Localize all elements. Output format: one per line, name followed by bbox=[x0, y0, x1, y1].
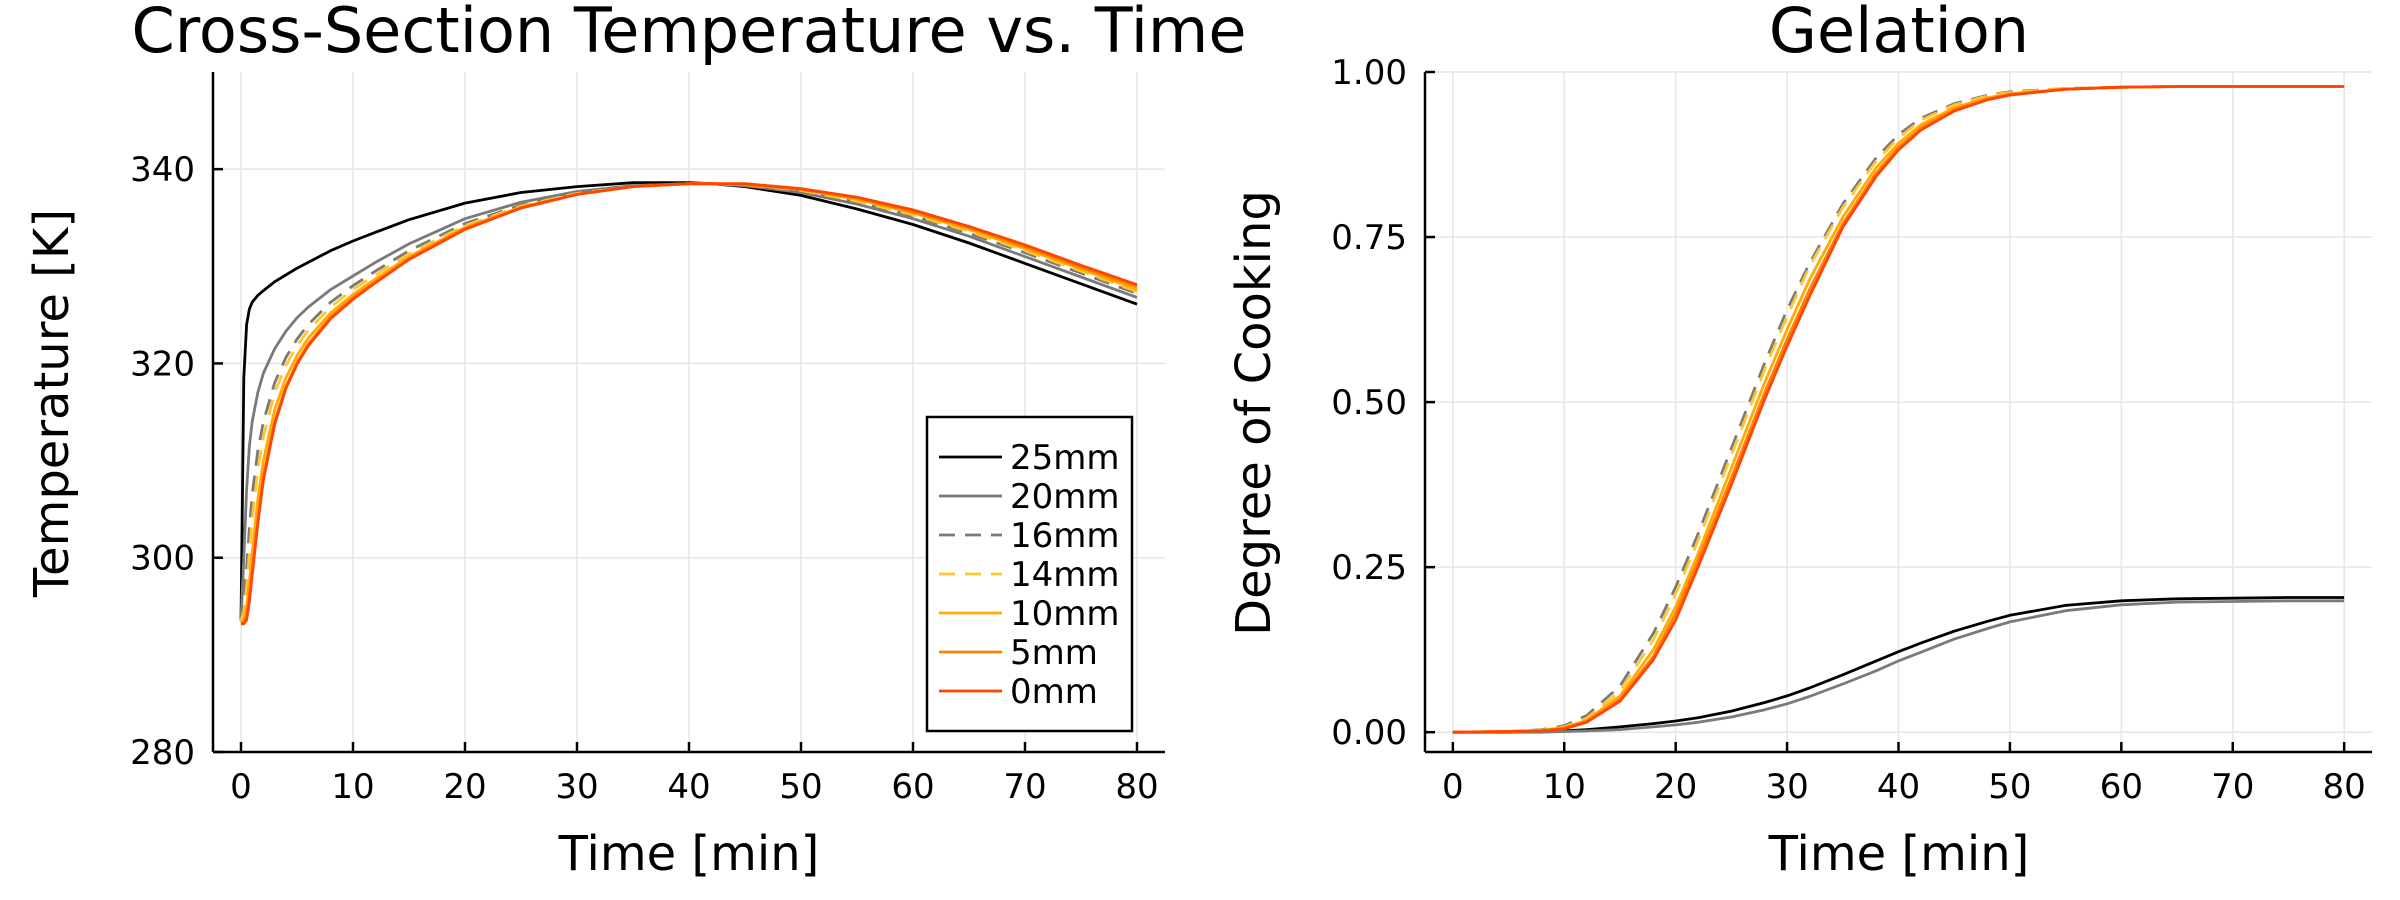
temperature-panel: Cross-Section Temperature vs. Time Time … bbox=[24, 0, 1246, 882]
gelation-x-tick-label: 0 bbox=[1442, 767, 1464, 807]
temperature-x-tick-label: 80 bbox=[1115, 767, 1158, 807]
gelation-series-0mm bbox=[1452, 85, 2345, 734]
gelation-y-axis-label: Degree of Cooking bbox=[1226, 190, 1282, 636]
gelation-x-tick-label: 60 bbox=[2100, 767, 2143, 807]
temperature-series-25mm bbox=[239, 181, 1138, 621]
legend-label: 5mm bbox=[1010, 633, 1098, 673]
temperature-y-tick-label: 300 bbox=[130, 539, 195, 579]
temperature-y-tick-label: 280 bbox=[130, 733, 195, 773]
gelation-series-25mm bbox=[1452, 596, 2345, 734]
gelation-chart-title: Gelation bbox=[1769, 0, 2029, 67]
legend-label: 25mm bbox=[1010, 438, 1120, 478]
temperature-x-tick-label: 20 bbox=[443, 767, 486, 807]
gelation-x-tick-label: 20 bbox=[1654, 767, 1697, 807]
temperature-y-axis-label: Temperature [K] bbox=[24, 209, 80, 598]
temperature-series-14mm bbox=[239, 182, 1138, 622]
gelation-y-tick-label: 0.25 bbox=[1331, 548, 1407, 588]
temperature-x-tick-label: 30 bbox=[555, 767, 598, 807]
gelation-x-axis-label: Time [min] bbox=[1768, 826, 2030, 882]
temperature-x-tick-label: 40 bbox=[667, 767, 710, 807]
legend-label: 16mm bbox=[1010, 516, 1120, 556]
legend-box bbox=[925, 415, 1134, 733]
temperature-y-tick-label: 340 bbox=[130, 150, 195, 190]
temperature-chart-title: Cross-Section Temperature vs. Time bbox=[132, 0, 1247, 67]
temperature-x-axis-label: Time [min] bbox=[558, 826, 820, 882]
temperature-x-tick-label: 10 bbox=[331, 767, 374, 807]
legend-label: 10mm bbox=[1010, 594, 1120, 634]
temperature-x-tick-label: 60 bbox=[891, 767, 934, 807]
gelation-series-20mm bbox=[1452, 599, 2345, 734]
gelation-x-tick-label: 70 bbox=[2211, 767, 2254, 807]
gelation-y-tick-label: 0.75 bbox=[1331, 218, 1407, 258]
temperature-series-0mm bbox=[241, 182, 1138, 626]
gelation-x-tick-label: 40 bbox=[1877, 767, 1920, 807]
temperature-x-tick-label: 70 bbox=[1003, 767, 1046, 807]
gelation-x-tick-label: 30 bbox=[1765, 767, 1808, 807]
temperature-x-tick-label: 50 bbox=[779, 767, 822, 807]
temperature-x-tick-label: 0 bbox=[230, 767, 252, 807]
gelation-y-tick-label: 0.00 bbox=[1331, 713, 1407, 753]
gelation-x-tick-label: 10 bbox=[1543, 767, 1586, 807]
gelation-x-tick-label: 50 bbox=[1988, 767, 2031, 807]
legend-label: 0mm bbox=[1010, 672, 1098, 712]
gelation-panel: Gelation Time [min] Degree of Cooking 0 1… bbox=[1226, 0, 2372, 882]
gelation-x-tick-label: 80 bbox=[2323, 767, 2366, 807]
gelation-y-tick-label: 0.50 bbox=[1331, 383, 1407, 423]
legend-label: 14mm bbox=[1010, 555, 1120, 595]
temperature-series-20mm bbox=[239, 182, 1138, 621]
gelation-y-tick-label: 1.00 bbox=[1331, 53, 1407, 93]
temperature-y-tick-label: 320 bbox=[130, 344, 195, 384]
legend-label: 20mm bbox=[1010, 477, 1120, 517]
